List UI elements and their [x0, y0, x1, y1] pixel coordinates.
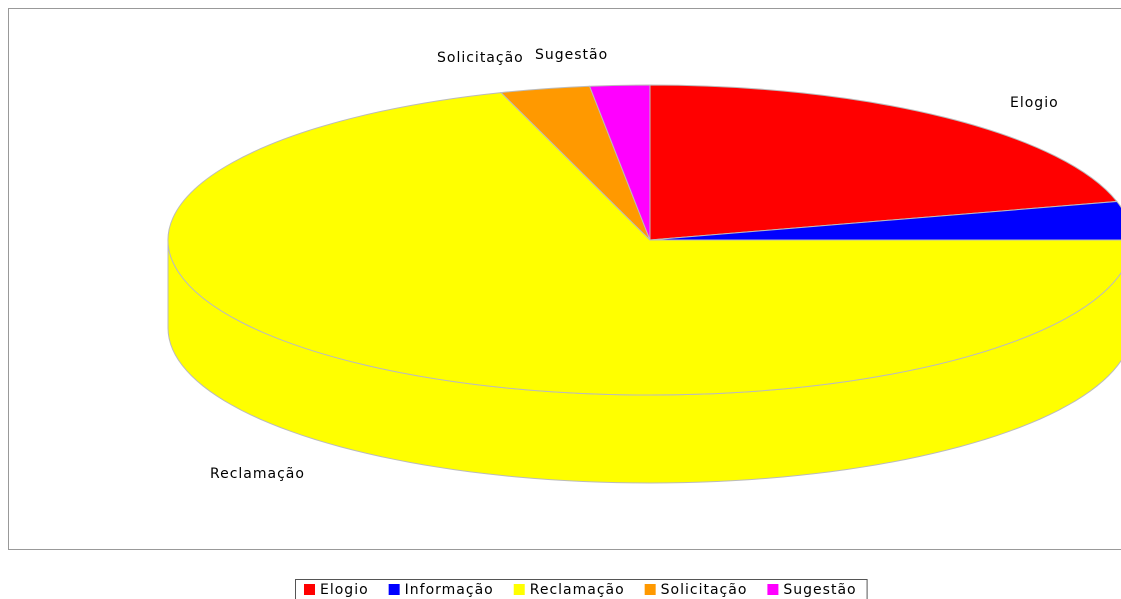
legend-swatch: [388, 584, 400, 595]
pie: [167, 84, 1121, 484]
slice: [167, 92, 1121, 396]
slice-label: Reclamação: [210, 466, 305, 482]
legend: Elogio Informação Reclamação Solicitação Sug…: [295, 579, 868, 599]
legend-swatch: [513, 584, 525, 595]
legend-label: Elogio: [320, 582, 369, 598]
legend-swatch: [644, 584, 656, 595]
legend-swatch: [304, 584, 315, 595]
legend-label: Reclamação: [530, 582, 625, 598]
legend-label: Informação: [405, 582, 494, 598]
slice: [649, 84, 1118, 241]
legend-label: Solicitação: [661, 582, 748, 598]
slice-label: Elogio: [1010, 95, 1059, 111]
slice-label: Sugestão: [535, 47, 608, 63]
legend-box: [295, 579, 868, 599]
slice: [649, 200, 1121, 241]
legend-label: Sugestão: [783, 582, 856, 598]
legend-swatch: [767, 584, 779, 595]
slice-label: Solicitação: [437, 50, 524, 66]
slice: [588, 84, 651, 241]
